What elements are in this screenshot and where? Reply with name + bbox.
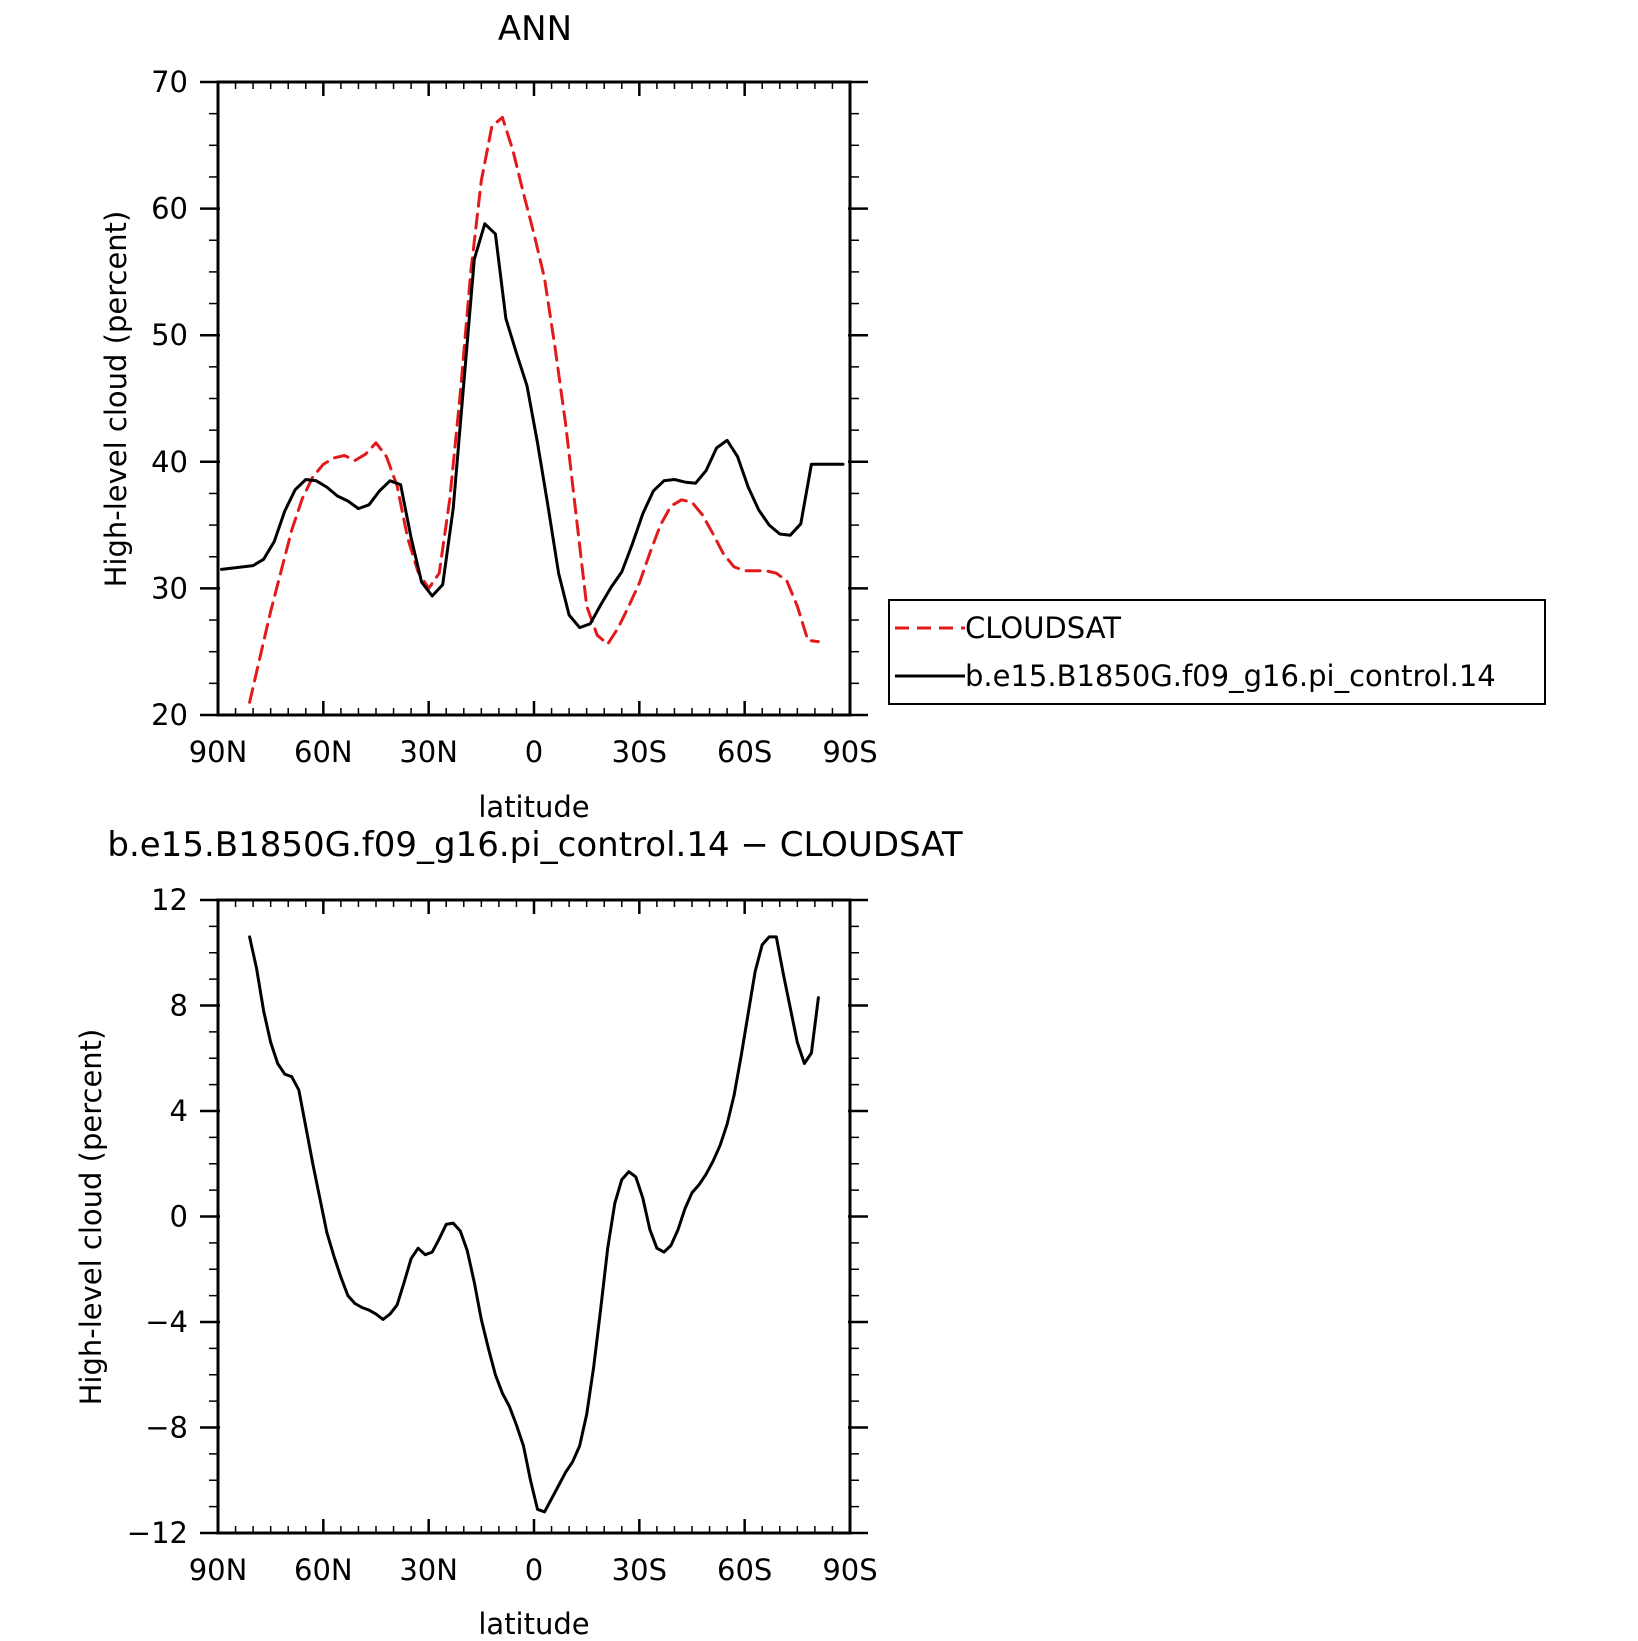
legend-box [888,599,1546,705]
y-tick-label: 40 [151,445,188,479]
y-tick-label: 0 [170,1200,188,1234]
y-tick-label: 50 [151,318,188,352]
y-axis-label: High-level cloud (percent) [99,211,133,588]
x-tick-label: 90S [822,1553,877,1587]
series-line-model [248,935,820,1514]
chart-title: b.e15.B1850G.f09_g16.pi_control.14 − CLO… [107,825,962,865]
x-tick-label: 0 [525,735,543,769]
series-line-model [220,222,845,630]
y-tick-label: 8 [170,989,188,1023]
legend-label-model: b.e15.B1850G.f09_g16.pi_control.14 [965,659,1496,693]
x-tick-label: 30S [612,735,667,769]
legend-label-cloudsat: CLOUDSAT [965,611,1121,645]
x-tick-label: 30N [399,735,458,769]
y-tick-label: 60 [151,192,188,226]
x-tick-label: 30S [612,1553,667,1587]
y-axis-label: High-level cloud (percent) [74,1029,108,1406]
plot-frame [216,80,852,717]
y-tick-label: 20 [151,698,188,732]
panel-difference: b.e15.B1850G.f09_g16.pi_control.14 − CLO… [74,825,963,1641]
y-tick-label: −8 [145,1411,188,1445]
x-tick-label: 60N [294,1553,353,1587]
x-tick-label: 60N [294,735,353,769]
x-axis-label: latitude [478,790,589,824]
y-tick-label: 70 [151,65,188,99]
x-axis-label: latitude [478,1607,589,1641]
x-tick-label: 30N [399,1553,458,1587]
y-tick-label: −4 [145,1305,188,1339]
x-tick-label: 60S [717,735,772,769]
panel-annual-mean: ANN 90N 60N 30N 0 30S 60S 90S 20 30 40 50 60 70 lati… [99,9,1546,824]
x-tick-label: 0 [525,1553,543,1587]
x-tick-label: 90S [822,735,877,769]
x-tick-label: 60S [717,1553,772,1587]
chart-title: ANN [498,9,572,49]
y-tick-label: 4 [170,1094,188,1128]
series-line-cloudsat [248,115,820,704]
y-tick-label: 12 [151,883,188,917]
x-tick-label: 90N [189,735,248,769]
legend: CLOUDSAT b.e15.B1850G.f09_g16.pi_control… [888,599,1546,705]
plot-frame [216,898,852,1535]
x-tick-label: 90N [189,1553,248,1587]
y-tick-label: 30 [151,571,188,605]
y-tick-label: −12 [127,1516,188,1550]
